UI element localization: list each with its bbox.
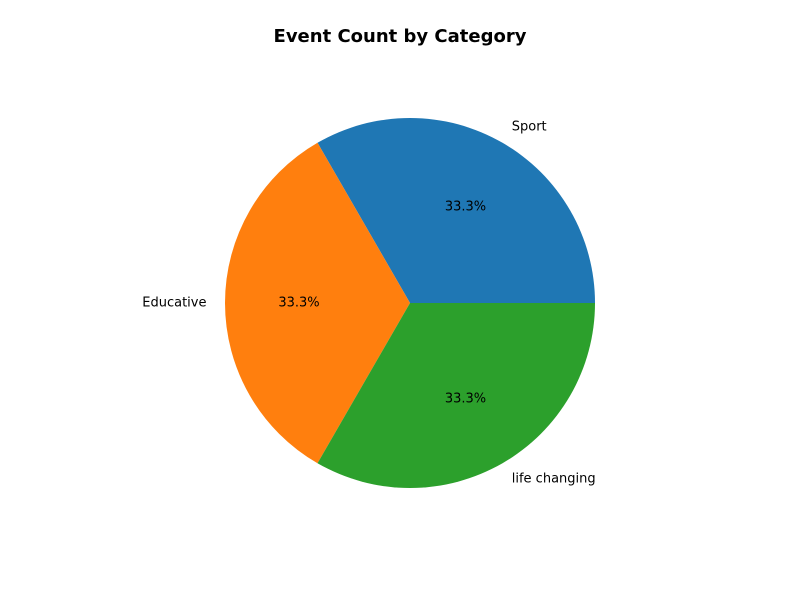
percent-label-sport: 33.3% — [445, 199, 486, 214]
percent-label-educative: 33.3% — [278, 296, 319, 311]
pie-slice-educative — [224, 142, 410, 464]
slice-label-educative: Educative — [142, 296, 206, 311]
chart-title: Event Count by Category — [273, 26, 527, 47]
percent-label-life-changing: 33.3% — [445, 392, 486, 407]
pie-slice-life-changing — [317, 303, 595, 488]
slice-label-life-changing: life changing — [512, 472, 596, 487]
slice-label-sport: Sport — [512, 119, 547, 134]
pie-slice-sport — [317, 117, 595, 303]
